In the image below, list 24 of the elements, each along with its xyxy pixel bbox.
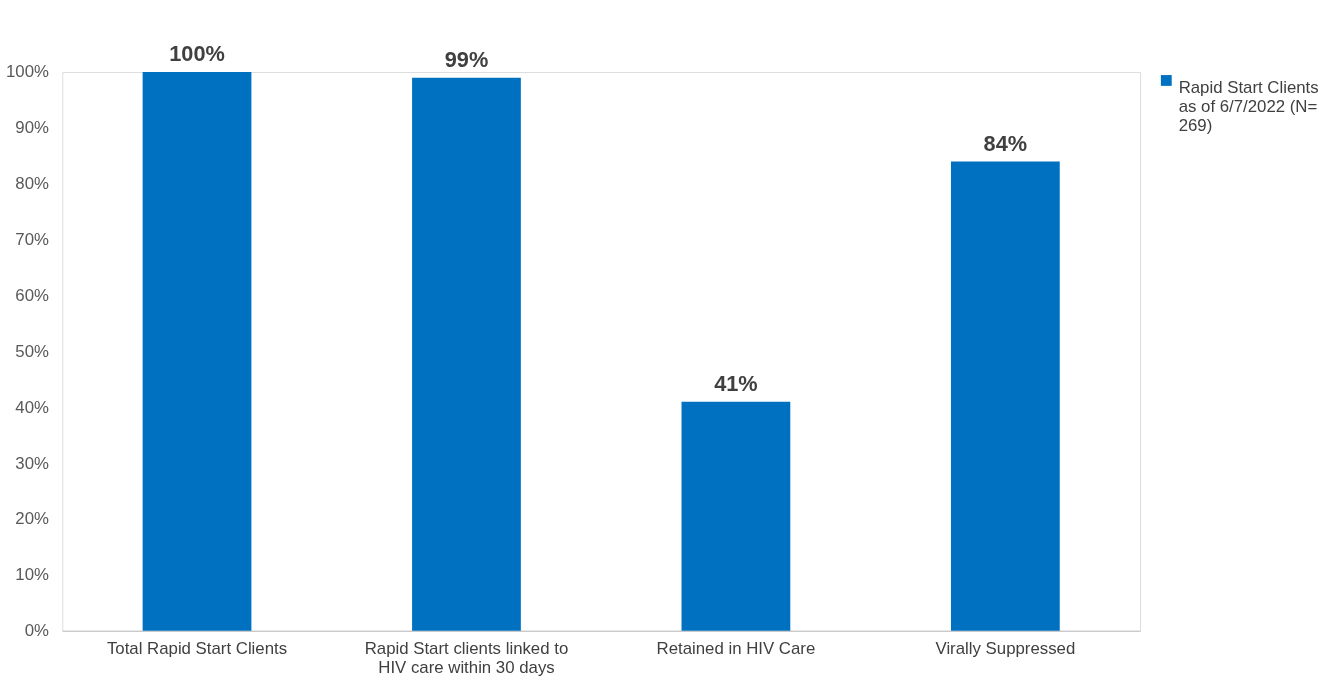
y-tick-label: 80%	[15, 174, 49, 194]
y-tick-label: 30%	[15, 453, 49, 473]
y-tick-label: 10%	[15, 565, 49, 585]
text: 99%	[444, 46, 489, 72]
bar	[142, 72, 252, 631]
legend-label: Rapid Start Clients as of 6/7/2022 (N= 269)	[1178, 78, 1319, 135]
bar	[412, 77, 521, 631]
text: 100%	[169, 41, 225, 67]
y-tick-label: 60%	[15, 285, 49, 305]
text: 84%	[983, 130, 1028, 156]
y-tick-label: 50%	[15, 341, 49, 361]
y-tick-label: 40%	[15, 397, 49, 417]
y-tick-label: 100%	[5, 62, 49, 82]
x-tick-label: Retained in HIV Care	[656, 638, 816, 658]
y-tick-label: 90%	[15, 118, 49, 138]
x-tick-label: Total Rapid Start Clients	[106, 638, 288, 658]
x-tick-label: Virally Suppressed	[935, 638, 1076, 658]
y-tick-label: 20%	[15, 509, 49, 529]
text: 41%	[714, 370, 758, 396]
y-tick-label: 70%	[15, 230, 49, 250]
bar	[681, 401, 791, 631]
x-tick-label: Rapid Start clients linked to HIV care within 30 days	[364, 638, 569, 677]
bar	[950, 161, 1060, 631]
y-tick-label: 0%	[24, 621, 50, 641]
